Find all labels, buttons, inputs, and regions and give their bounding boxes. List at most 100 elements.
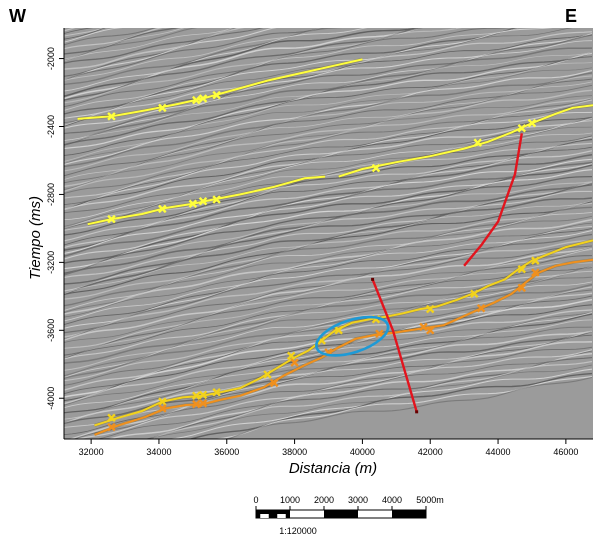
seismic-reflector-line: [64, 28, 463, 104]
horizon-pick-marker: [107, 422, 116, 432]
horizon-pick-marker: [192, 391, 201, 400]
seismic-reflector-line: [188, 372, 593, 439]
seismic-reflector-line: [72, 346, 593, 439]
seismic-reflector-line: [64, 286, 593, 382]
seismic-reflector-line: [64, 0, 592, 5]
seismic-reflector-line: [225, 376, 593, 439]
horizon-pick-marker: [517, 264, 527, 274]
x-tick-label: 40000: [350, 447, 375, 457]
seismic-reflector-line: [64, 28, 422, 100]
seismic-reflector-line: [64, 239, 593, 338]
x-tick-label: 34000: [146, 447, 171, 457]
horizon-pick-marker: [198, 196, 208, 206]
seismic-reflector-line: [64, 28, 179, 55]
seismic-reflector-line: [64, 169, 593, 270]
seismic-reflector-line: [64, 40, 593, 141]
seismic-reflector-line: [167, 368, 593, 439]
x-tick-label: 46000: [553, 447, 578, 457]
fault-center: [371, 278, 418, 413]
horizon-pick-marker: [425, 304, 435, 314]
y-tick-label: -3600: [46, 319, 56, 342]
seismic-reflector-line: [64, 28, 510, 108]
horizon-pick-marker: [517, 283, 527, 293]
direction-label-west: W: [9, 6, 26, 26]
seismic-reflector-line: [64, 158, 593, 254]
seismic-reflector-line: [64, 319, 593, 420]
seismic-reflector-line: [64, 70, 593, 165]
scale-ratio: 1:120000: [279, 526, 317, 536]
seismic-reflector-line: [64, 142, 593, 242]
x-axis-title: Distancia (m): [289, 460, 377, 477]
seismic-reflector-line: [64, 0, 592, 15]
seismic-reflector-line: [96, 350, 593, 439]
seismic-reflector-line: [64, 89, 593, 188]
horizon-pick-marker: [107, 413, 116, 423]
horizon-pick-marker: [517, 123, 527, 133]
seismic-reflector-line: [64, 28, 423, 101]
horizon-pick-marker: [158, 103, 167, 113]
seismic-reflector-line: [64, 52, 593, 146]
horizon-pick-marker: [158, 397, 167, 406]
seismic-reflector-line: [64, 28, 324, 81]
horizon-pick-marker: [419, 322, 428, 332]
horizon-pick-marker: [286, 351, 296, 361]
seismic-reflector-line: [64, 154, 593, 251]
seismic-reflector-line: [64, 222, 593, 318]
seismic-reflector-line: [64, 218, 593, 315]
fault-endpoint: [415, 410, 419, 414]
seismic-reflector-line: [64, 28, 76, 32]
scale-bar-label: 0: [253, 495, 258, 505]
horizon-pick-marker: [212, 90, 221, 100]
x-tick-label: 36000: [214, 447, 239, 457]
seismic-reflector-line: [64, 28, 553, 119]
horizon-pick-marker: [192, 399, 201, 409]
scale-bar-label: 2000: [314, 495, 334, 505]
scale-bar-subsegment: [277, 514, 286, 518]
seismic-reflector-line: [64, 28, 185, 60]
seismic-reflector-line: [64, 117, 593, 214]
axes: 32000 34000 36000 38000 40000 42000 44000 46000…: [27, 28, 593, 477]
seismic-reflector-line: [64, 120, 593, 221]
fault-endpoint: [371, 277, 375, 281]
seismic-reflector-line: [64, 175, 593, 274]
seismic-reflector-line: [64, 246, 593, 343]
seismic-reflector-line: [64, 230, 593, 329]
horizon-pick-marker: [188, 199, 198, 209]
seismic-reflector-line: [64, 28, 343, 86]
scale-bar-label: 5000m: [416, 495, 444, 505]
seismic-reflector-line: [64, 95, 593, 191]
scale-bar-subsegment: [260, 514, 269, 518]
horizon-pick-marker: [158, 204, 167, 214]
seismic-reflector-line: [64, 56, 593, 156]
seismic-reflector-line: [64, 28, 163, 50]
horizon-pick-marker: [158, 404, 167, 413]
horizon-pick-marker: [334, 326, 343, 335]
scale-bar-segment: [256, 510, 290, 518]
seismic-reflector-line: [64, 326, 593, 424]
horizon-pick-marker: [290, 358, 299, 367]
seismic-reflector-line: [64, 248, 593, 349]
seismic-reflector-line: [64, 31, 593, 127]
seismic-reflector-line: [64, 111, 593, 210]
horizon-pick-marker: [527, 118, 537, 128]
horizon-h2b: [338, 104, 593, 178]
direction-label-east: E: [565, 6, 578, 26]
y-axis-title: Tiempo (ms): [27, 196, 44, 280]
seismic-reflector-line: [64, 28, 235, 62]
y-axis-ticks: -2000 -2400 -2800 -3200 -3600 -4000: [46, 47, 64, 410]
seismic-reflector-line: [64, 215, 593, 313]
seismic-reflector-line: [64, 126, 593, 227]
seismic-reflector-line: [64, 104, 593, 205]
seismic-reflector-line: [64, 211, 593, 311]
seismic-reflector-line: [64, 99, 593, 199]
seismic-reflector-line: [64, 181, 593, 279]
seismic-reflector-line: [64, 84, 593, 184]
horizon-pick-marker: [470, 289, 479, 299]
seismic-reflector-line: [64, 52, 593, 150]
horizon-pick-marker: [473, 138, 482, 147]
seismic-reflector-line: [64, 0, 592, 16]
seismic-reflector-line: [64, 135, 593, 230]
horizon-pick-marker: [531, 268, 540, 277]
seismic-reflector-line: [64, 28, 238, 64]
